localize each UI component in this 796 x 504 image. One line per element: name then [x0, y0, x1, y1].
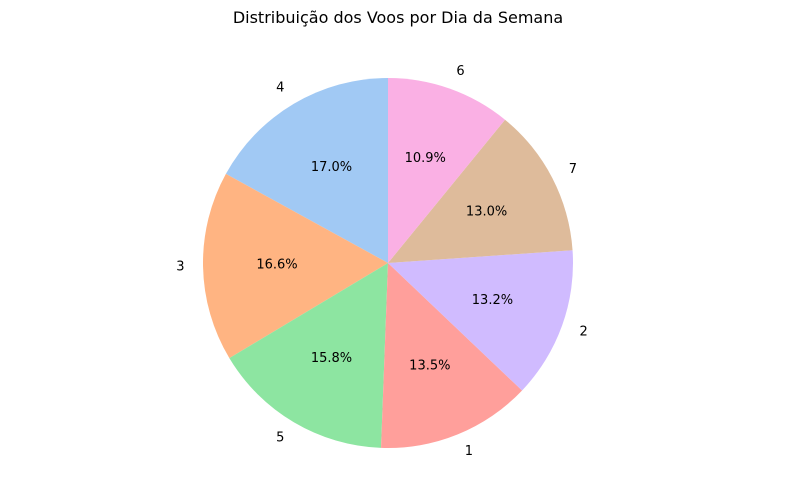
- pie-slice-1: [381, 263, 523, 448]
- percent-label-2: 13.2%: [472, 293, 513, 308]
- pie-slice-5: [229, 263, 388, 448]
- category-label-6: 6: [456, 64, 464, 79]
- category-label-7: 7: [569, 162, 577, 177]
- percent-label-7: 13.0%: [466, 204, 507, 219]
- category-label-2: 2: [579, 324, 587, 339]
- percent-label-3: 16.6%: [256, 258, 297, 273]
- pie-slice-7: [388, 119, 573, 263]
- category-label-1: 1: [465, 444, 473, 459]
- percent-label-4: 17.0%: [311, 160, 352, 175]
- percent-label-6: 10.9%: [405, 151, 446, 166]
- pie-slice-3: [202, 173, 388, 359]
- category-label-5: 5: [276, 431, 284, 446]
- chart-title: Distribuição dos Voos por Dia da Semana: [232, 8, 564, 27]
- pie-slice-6: [388, 78, 506, 263]
- category-label-4: 4: [276, 80, 284, 95]
- pie-slice-4: [225, 78, 388, 263]
- category-label-3: 3: [176, 259, 184, 274]
- percent-label-5: 15.8%: [311, 351, 352, 366]
- pie-slice-2: [388, 250, 573, 391]
- percent-label-1: 13.5%: [409, 358, 450, 373]
